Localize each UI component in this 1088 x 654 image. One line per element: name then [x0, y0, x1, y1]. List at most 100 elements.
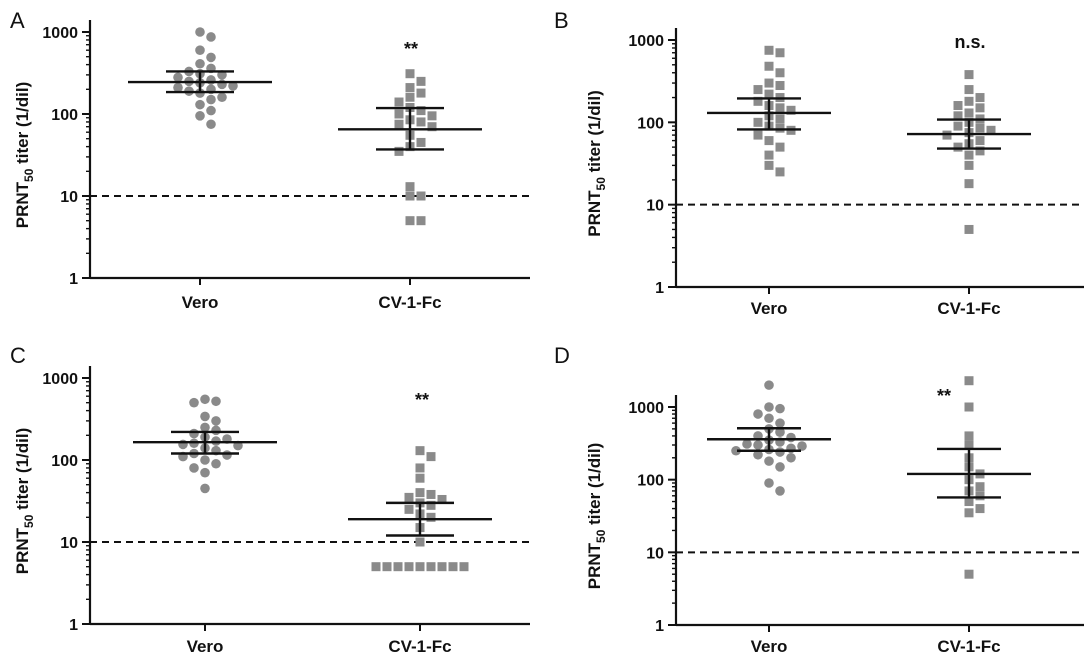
data-point: [404, 504, 414, 514]
panel-b-chart: 1 10 100 1000 Vero CV-1-Fc PRNT50 titer (1/dil…: [585, 28, 1084, 318]
y-axis-label: PRNT50 titer (1/dil): [585, 443, 608, 590]
data-point: [753, 96, 763, 106]
data-point: [964, 440, 974, 450]
data-point: [975, 504, 985, 514]
data-point: [975, 103, 985, 113]
significance-label: **: [415, 390, 429, 410]
data-point: [964, 224, 974, 234]
data-point: [415, 537, 425, 547]
data-point: [189, 428, 199, 439]
data-point: [415, 463, 425, 473]
data-point: [975, 146, 985, 156]
data-point: [964, 96, 974, 106]
data-point: [416, 216, 426, 226]
data-point: [393, 562, 403, 572]
data-point: [211, 416, 221, 426]
y-tick-label: 1000: [628, 400, 664, 417]
panel-d-chart: 1 10 100 1000 Vero CV-1-Fc PRNT50 titer (1/dil…: [585, 376, 1084, 654]
data-point: [953, 142, 963, 152]
data-point: [964, 179, 974, 189]
panel-b: B 1 10 100 1000 Vero CV-1-Fc PRNT50 titer (1/d…: [544, 0, 1088, 327]
data-point: [200, 411, 210, 422]
data-point: [975, 491, 985, 501]
y-tick-label: 1000: [42, 25, 78, 42]
data-point: [764, 402, 774, 412]
y-tick-label: 1: [655, 280, 664, 297]
panel-c: C 1 10 100 1000 Vero CV-1-Fc PRNT50 titer (1/d…: [0, 327, 544, 654]
panel-a: A 1 10 100 1000 Vero CV-1-Fc PRNT50 titer (1/d…: [0, 0, 544, 327]
data-point: [764, 78, 774, 88]
data-point: [416, 137, 426, 147]
data-point: [415, 488, 425, 498]
data-point: [200, 394, 210, 405]
data-point: [200, 467, 210, 478]
data-point: [448, 562, 458, 572]
y-tick-label: 10: [646, 198, 664, 215]
data-point: [416, 106, 426, 116]
panel-d: D 1 10 100 1000 Vero CV-1-Fc PRNT50 titer (1/d…: [544, 327, 1088, 654]
data-point: [427, 111, 437, 121]
data-point: [394, 109, 404, 119]
data-point: [405, 216, 415, 226]
data-point: [195, 111, 205, 121]
panel-c-chart: 1 10 100 1000 Vero CV-1-Fc PRNT50 titer (1/dil…: [13, 366, 530, 654]
data-point: [382, 562, 392, 572]
data-point: [975, 123, 985, 133]
data-point: [206, 105, 216, 116]
panel-letter: B: [554, 8, 569, 33]
y-tick-label: 1: [69, 617, 78, 634]
data-point: [797, 441, 807, 451]
data-point: [775, 427, 785, 437]
data-point: [206, 94, 216, 105]
data-point: [775, 486, 785, 496]
data-point: [964, 402, 974, 412]
x-category-label: Vero: [187, 637, 224, 654]
data-point: [775, 462, 785, 472]
data-point: [775, 114, 785, 124]
y-tick-label: 1000: [628, 33, 664, 50]
data-point: [211, 425, 221, 436]
data-point: [764, 478, 774, 488]
data-point: [416, 88, 426, 98]
data-point: [437, 494, 447, 504]
y-tick-label: 1000: [42, 371, 78, 388]
data-point: [200, 483, 210, 494]
data-point: [753, 440, 763, 450]
y-tick-label: 100: [637, 115, 664, 132]
data-point: [775, 447, 785, 457]
x-category-label: CV-1-Fc: [937, 637, 1000, 654]
data-point: [731, 445, 741, 456]
data-point: [953, 101, 963, 111]
x-category-label: CV-1-Fc: [937, 299, 1000, 318]
data-point: [405, 191, 415, 201]
data-point: [195, 45, 205, 55]
panel-a-chart: 1 10 100 1000 Vero CV-1-Fc PRNT50 titer (1/dil…: [13, 20, 530, 312]
data-point: [459, 562, 469, 572]
y-axis-label: PRNT50 titer (1/dil): [585, 90, 608, 237]
data-point: [964, 70, 974, 80]
x-category-label: Vero: [751, 299, 788, 318]
data-point: [405, 83, 415, 93]
data-point: [404, 562, 414, 572]
data-point: [764, 413, 774, 424]
data-point: [189, 463, 199, 473]
y-axis-label: PRNT50 titer (1/dil): [13, 428, 36, 575]
data-point: [426, 452, 436, 462]
data-point: [195, 99, 205, 110]
data-point: [964, 569, 974, 579]
data-point: [764, 136, 774, 146]
data-point: [753, 409, 763, 419]
data-point: [964, 497, 974, 507]
data-point: [173, 82, 183, 93]
data-point: [206, 119, 216, 130]
data-point: [405, 182, 415, 192]
x-category-label: CV-1-Fc: [388, 637, 451, 654]
data-point: [786, 452, 796, 463]
data-point: [964, 150, 974, 160]
data-point: [775, 403, 785, 414]
data-point: [742, 439, 752, 449]
data-point: [426, 489, 436, 499]
data-point: [173, 72, 183, 83]
y-tick-label: 10: [60, 189, 78, 206]
data-point: [964, 508, 974, 518]
